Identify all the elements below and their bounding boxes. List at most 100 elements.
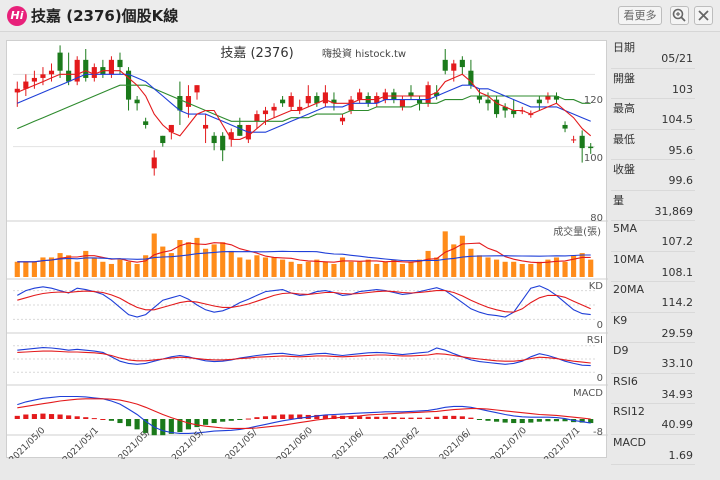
macd-histogram-bar	[314, 414, 320, 419]
macd-histogram-bar	[528, 419, 534, 423]
candlestick	[562, 124, 568, 129]
volume-bar	[374, 263, 380, 277]
info-row-5ma: 5MA 107.2	[611, 221, 695, 252]
info-value: 40.99	[661, 418, 694, 431]
volume-bar	[579, 253, 585, 277]
volume-bar	[519, 263, 525, 277]
volume-bar	[536, 261, 542, 277]
macd-histogram-bar	[519, 419, 525, 424]
macd-histogram-bar	[459, 416, 465, 419]
volume-ma5-line	[17, 242, 591, 264]
volume-bar	[553, 257, 560, 277]
candlestick	[571, 139, 577, 141]
volume-bar	[125, 261, 132, 277]
x-axis-tick-label: 2021/05/0	[8, 426, 48, 459]
info-value: 108.1	[661, 265, 694, 279]
candlestick	[357, 92, 363, 100]
zoom-in-button[interactable]	[670, 6, 689, 25]
price-tick-100: 100	[584, 153, 603, 164]
rsi6-line	[17, 347, 591, 367]
macd-histogram-bar	[220, 419, 226, 422]
kline-chart-area[interactable]: 2021/05/0 2021/05/1 2021/05/2021/05/2021/0…	[6, 40, 608, 465]
volume-bar	[314, 259, 320, 277]
macd-histogram-bar	[391, 417, 397, 419]
candlestick	[160, 135, 166, 144]
volume-bar	[434, 257, 440, 277]
info-value: 103	[672, 82, 693, 96]
candlestick	[442, 59, 448, 71]
candlestick	[416, 99, 423, 104]
macd-label: MACD	[573, 388, 603, 399]
volume-bar	[416, 259, 423, 277]
volume-bar	[425, 250, 431, 277]
info-value: 95.6	[668, 143, 694, 157]
info-label: K9	[613, 313, 628, 327]
macd-histogram-bar	[237, 419, 243, 420]
macd-histogram-bar	[416, 417, 423, 419]
candlestick	[40, 74, 46, 78]
volume-bar	[382, 261, 388, 277]
ma20-line	[17, 84, 591, 130]
volume-bar	[237, 257, 243, 277]
info-label: 日期	[613, 41, 635, 54]
see-more-button[interactable]: 看更多	[618, 6, 662, 25]
volume-bar	[357, 261, 363, 277]
x-axis-tick-label: 2021/06/	[331, 427, 367, 459]
volume-bar	[322, 261, 328, 277]
volume-bar	[23, 261, 29, 277]
info-label: 開盤	[613, 71, 635, 85]
macd-histogram-bar	[468, 417, 474, 419]
volume-bar	[254, 255, 260, 277]
macd-histogram-bar	[194, 419, 200, 428]
macd-histogram-bar	[408, 417, 414, 419]
macd-histogram-bar	[168, 419, 174, 434]
volume-bar	[494, 259, 500, 277]
x-axis-tick-label: 2021/06/2	[382, 426, 422, 459]
candlestick	[485, 99, 491, 104]
volume-bar	[280, 259, 286, 277]
macd-histogram-bar	[160, 419, 166, 436]
kd-tick: 0	[597, 320, 603, 331]
candlestick	[151, 157, 157, 169]
macd-histogram-bar	[485, 419, 491, 421]
candlestick	[177, 96, 183, 111]
volume-bar	[502, 261, 508, 277]
macd-histogram-bar	[211, 419, 217, 424]
volume-bar	[168, 253, 174, 277]
info-row-rsi12: RSI12 40.99	[611, 404, 695, 435]
candlestick	[203, 124, 209, 129]
macd-histogram-bar	[117, 419, 123, 424]
chart-title: 技嘉 (2376)	[220, 46, 293, 61]
info-value: 31,869	[654, 204, 694, 218]
candlestick	[194, 85, 200, 93]
x-axis-tick-label: 2021/05/	[170, 427, 206, 459]
candlestick	[143, 121, 149, 125]
close-button[interactable]	[694, 6, 713, 25]
macd-histogram-bar	[579, 419, 585, 423]
candlestick	[399, 99, 405, 107]
candlestick	[23, 81, 29, 89]
macd-histogram-bar	[100, 419, 106, 420]
candlestick	[288, 96, 294, 107]
volume-bar	[468, 248, 474, 277]
candlestick	[57, 52, 63, 71]
volume-bar	[117, 259, 123, 277]
volume-bar	[91, 257, 97, 277]
volume-bar	[48, 257, 55, 277]
macd-histogram-bar	[185, 419, 192, 430]
kline-chart-svg[interactable]: 2021/05/0 2021/05/1 2021/05/2021/05/2021/0…	[7, 41, 608, 465]
macd-histogram-bar	[588, 419, 594, 424]
volume-bar	[160, 246, 166, 277]
volume-bar	[143, 255, 149, 277]
info-row-rsi6: RSI6 34.93	[611, 374, 695, 404]
info-value: 114.2	[661, 296, 694, 309]
candlestick	[434, 92, 440, 97]
candlestick	[14, 88, 20, 93]
candlestick	[408, 92, 414, 97]
info-row-volume: 量 31,869	[611, 191, 695, 221]
info-row-20ma: 20MA 114.2	[611, 282, 695, 313]
info-label: 量	[613, 193, 624, 207]
info-row-k9: K9 29.59	[611, 313, 695, 343]
volume-bar	[220, 242, 226, 277]
price-tick-120: 120	[584, 95, 603, 106]
